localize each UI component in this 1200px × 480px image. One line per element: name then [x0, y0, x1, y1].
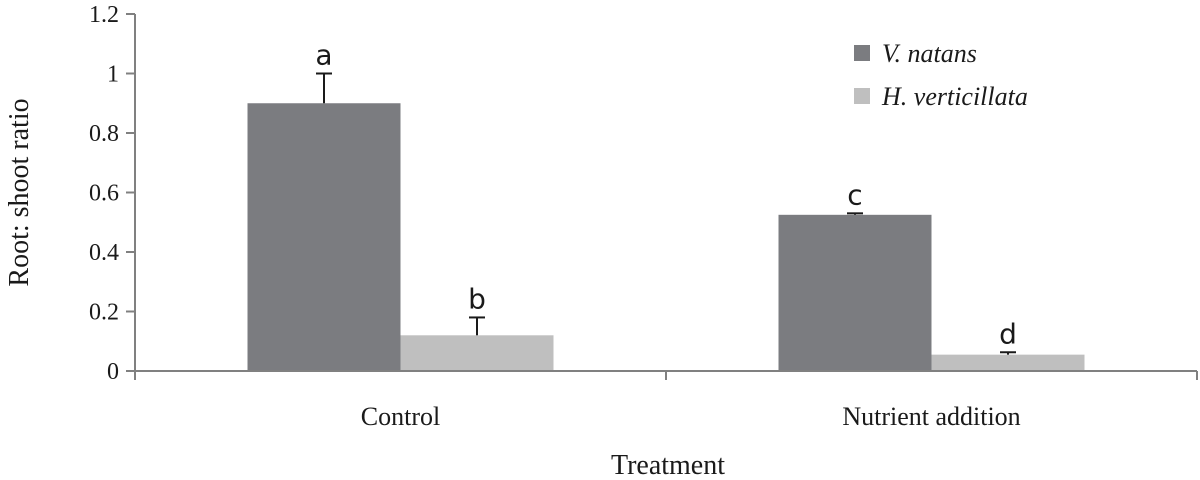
x-axis-ticks [134, 371, 1198, 380]
significance-letter: b [468, 282, 486, 315]
y-tick-label: 0.8 [89, 121, 119, 147]
y-axis-ticks: 0 0.2 0.4 0.6 0.8 1 1.2 [89, 2, 135, 385]
bars [247, 103, 1085, 371]
error-bars [316, 72, 1016, 355]
bar [247, 103, 401, 371]
legend-label: H. verticillata [881, 82, 1028, 111]
bar [778, 214, 932, 371]
significance-letter: a [315, 39, 332, 72]
y-tick-label: 0.6 [89, 181, 119, 207]
category-label: Control [361, 402, 440, 431]
significance-labels: a b c d [315, 39, 1016, 351]
significance-letter: c [847, 178, 862, 211]
bar [931, 354, 1085, 371]
legend-swatch [854, 88, 870, 104]
y-tick-label: 1 [107, 62, 119, 88]
significance-letter: d [999, 317, 1017, 350]
legend-swatch [854, 45, 870, 61]
y-tick-label: 0.4 [89, 240, 119, 266]
category-label: Nutrient addition [842, 402, 1020, 431]
y-tick-label: 1.2 [89, 2, 119, 28]
x-axis-title: Treatment [611, 450, 725, 480]
bar [400, 335, 554, 371]
y-tick-label: 0.2 [89, 300, 119, 326]
category-labels: Control Nutrient addition [361, 402, 1021, 431]
y-tick-label: 0 [107, 359, 119, 385]
y-axis-title: Root: shoot ratio [4, 98, 35, 286]
legend-label: V. natans [882, 39, 977, 68]
legend: V. natans H. verticillata [854, 39, 1028, 111]
